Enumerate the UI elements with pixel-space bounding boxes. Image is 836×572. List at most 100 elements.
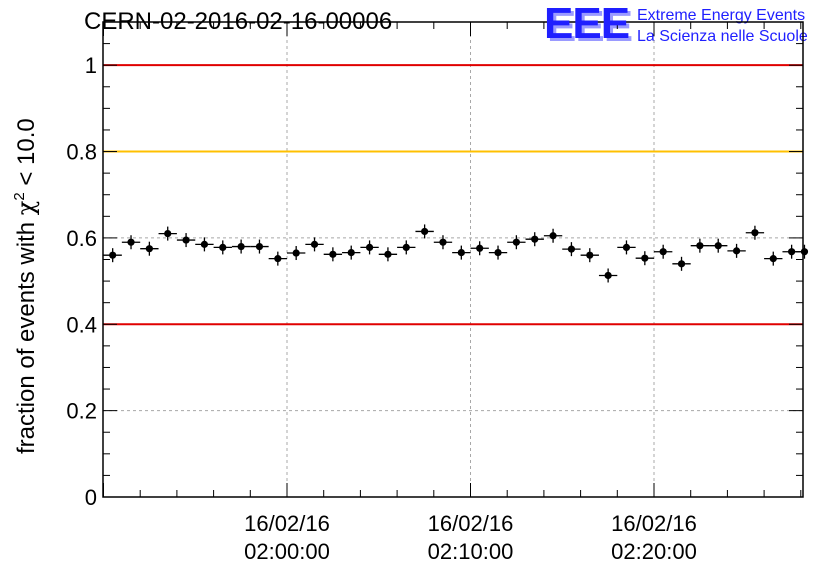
x-tick-date: 16/02/16 [428,511,514,536]
data-point [342,245,361,260]
data-marker [200,240,209,248]
x-tick-time: 02:00:00 [244,539,330,564]
data-marker [347,248,355,257]
logo-line-2: La Scienza nelle Scuole [637,28,808,45]
reference-lines [103,64,803,326]
data-marker [274,255,282,263]
data-layer [103,224,809,283]
data-point [795,244,809,259]
data-marker [402,243,410,252]
data-marker [800,248,809,256]
data-marker [109,251,117,259]
data-marker [714,242,722,250]
eee-logo-shadow: EEE [547,2,633,51]
data-point [176,233,196,248]
data-marker [439,238,447,246]
data-marker [384,250,392,258]
data-point [213,240,232,255]
data-point [543,228,563,243]
data-marker [494,248,502,257]
data-point [378,247,398,262]
data-point [470,241,489,256]
data-marker [586,251,594,259]
y-axis-label-main: fraction of events with [13,215,40,454]
data-marker [696,242,704,250]
data-marker [549,232,557,240]
data-point [562,242,581,257]
data-point [415,224,434,239]
data-marker [145,245,153,253]
y-tick-label: 0.4 [66,312,97,337]
x-tick-time: 02:10:00 [428,539,514,564]
data-point [488,245,508,260]
data-marker [457,248,465,257]
data-point [433,235,453,250]
data-point [690,238,710,253]
data-point [709,238,728,253]
data-point [745,225,765,240]
axis-labels: 0 0.2 0.4 0.6 0.8 1 16/02/16 02:00:00 16/02/16 02… [11,53,697,564]
data-marker [219,243,227,252]
data-point [507,235,526,250]
data-marker [512,238,520,246]
data-point [580,248,599,263]
data-marker [604,271,612,280]
data-point [727,243,746,258]
data-marker [164,229,172,238]
data-marker [476,244,484,252]
x-tick-date: 16/02/16 [244,511,330,536]
data-marker [531,235,539,243]
logo-line-1: Extreme Energy Events [637,7,806,24]
data-marker [310,240,319,248]
data-marker [182,236,190,244]
data-point [452,245,471,260]
eee-logo-mark: EEE EEE [544,0,633,51]
y-tick-label: 0.2 [66,399,97,424]
data-marker [567,245,576,253]
data-marker [677,260,686,268]
data-marker [769,255,777,263]
data-marker [421,227,429,236]
grid-layer [103,22,803,497]
data-point [397,240,416,255]
y-axis-label-sup: 2 [11,192,28,200]
data-marker [329,250,337,258]
data-point [672,256,691,271]
y-tick-label: 1 [85,53,97,78]
y-axis-label-tail: < 10.0 [13,118,40,192]
data-point [158,226,177,241]
data-point [103,248,122,263]
data-point [121,235,141,250]
data-point [195,237,214,252]
x-tick-time: 02:20:00 [611,539,697,564]
data-point [287,246,306,261]
data-point [617,240,636,255]
data-marker [255,242,264,251]
y-tick-label: 0.6 [66,226,97,251]
data-marker [365,243,374,252]
data-marker [127,238,135,246]
data-marker [659,248,667,256]
y-tick-label: 0 [85,485,97,510]
data-marker [788,248,796,256]
plot-area-border [102,21,804,498]
eee-logo-text: EEE [544,0,630,48]
data-point [764,251,783,266]
data-point [268,251,287,266]
data-marker [622,243,631,252]
data-point [635,251,654,266]
data-point [360,240,379,255]
y-axis-label: fraction of events with χ2 < 10.0 [11,118,40,454]
y-tick-label: 0.8 [66,140,97,165]
data-marker [292,249,300,257]
plot-frame [102,21,804,498]
data-marker [641,254,649,262]
data-point [323,247,343,262]
eee-logo: EEE EEE Extreme Energy Events La Scienza… [544,0,834,51]
data-point [250,239,269,254]
x-tick-date: 16/02/16 [611,511,697,536]
data-point [231,239,251,254]
data-marker [732,247,741,255]
data-point [525,232,544,247]
